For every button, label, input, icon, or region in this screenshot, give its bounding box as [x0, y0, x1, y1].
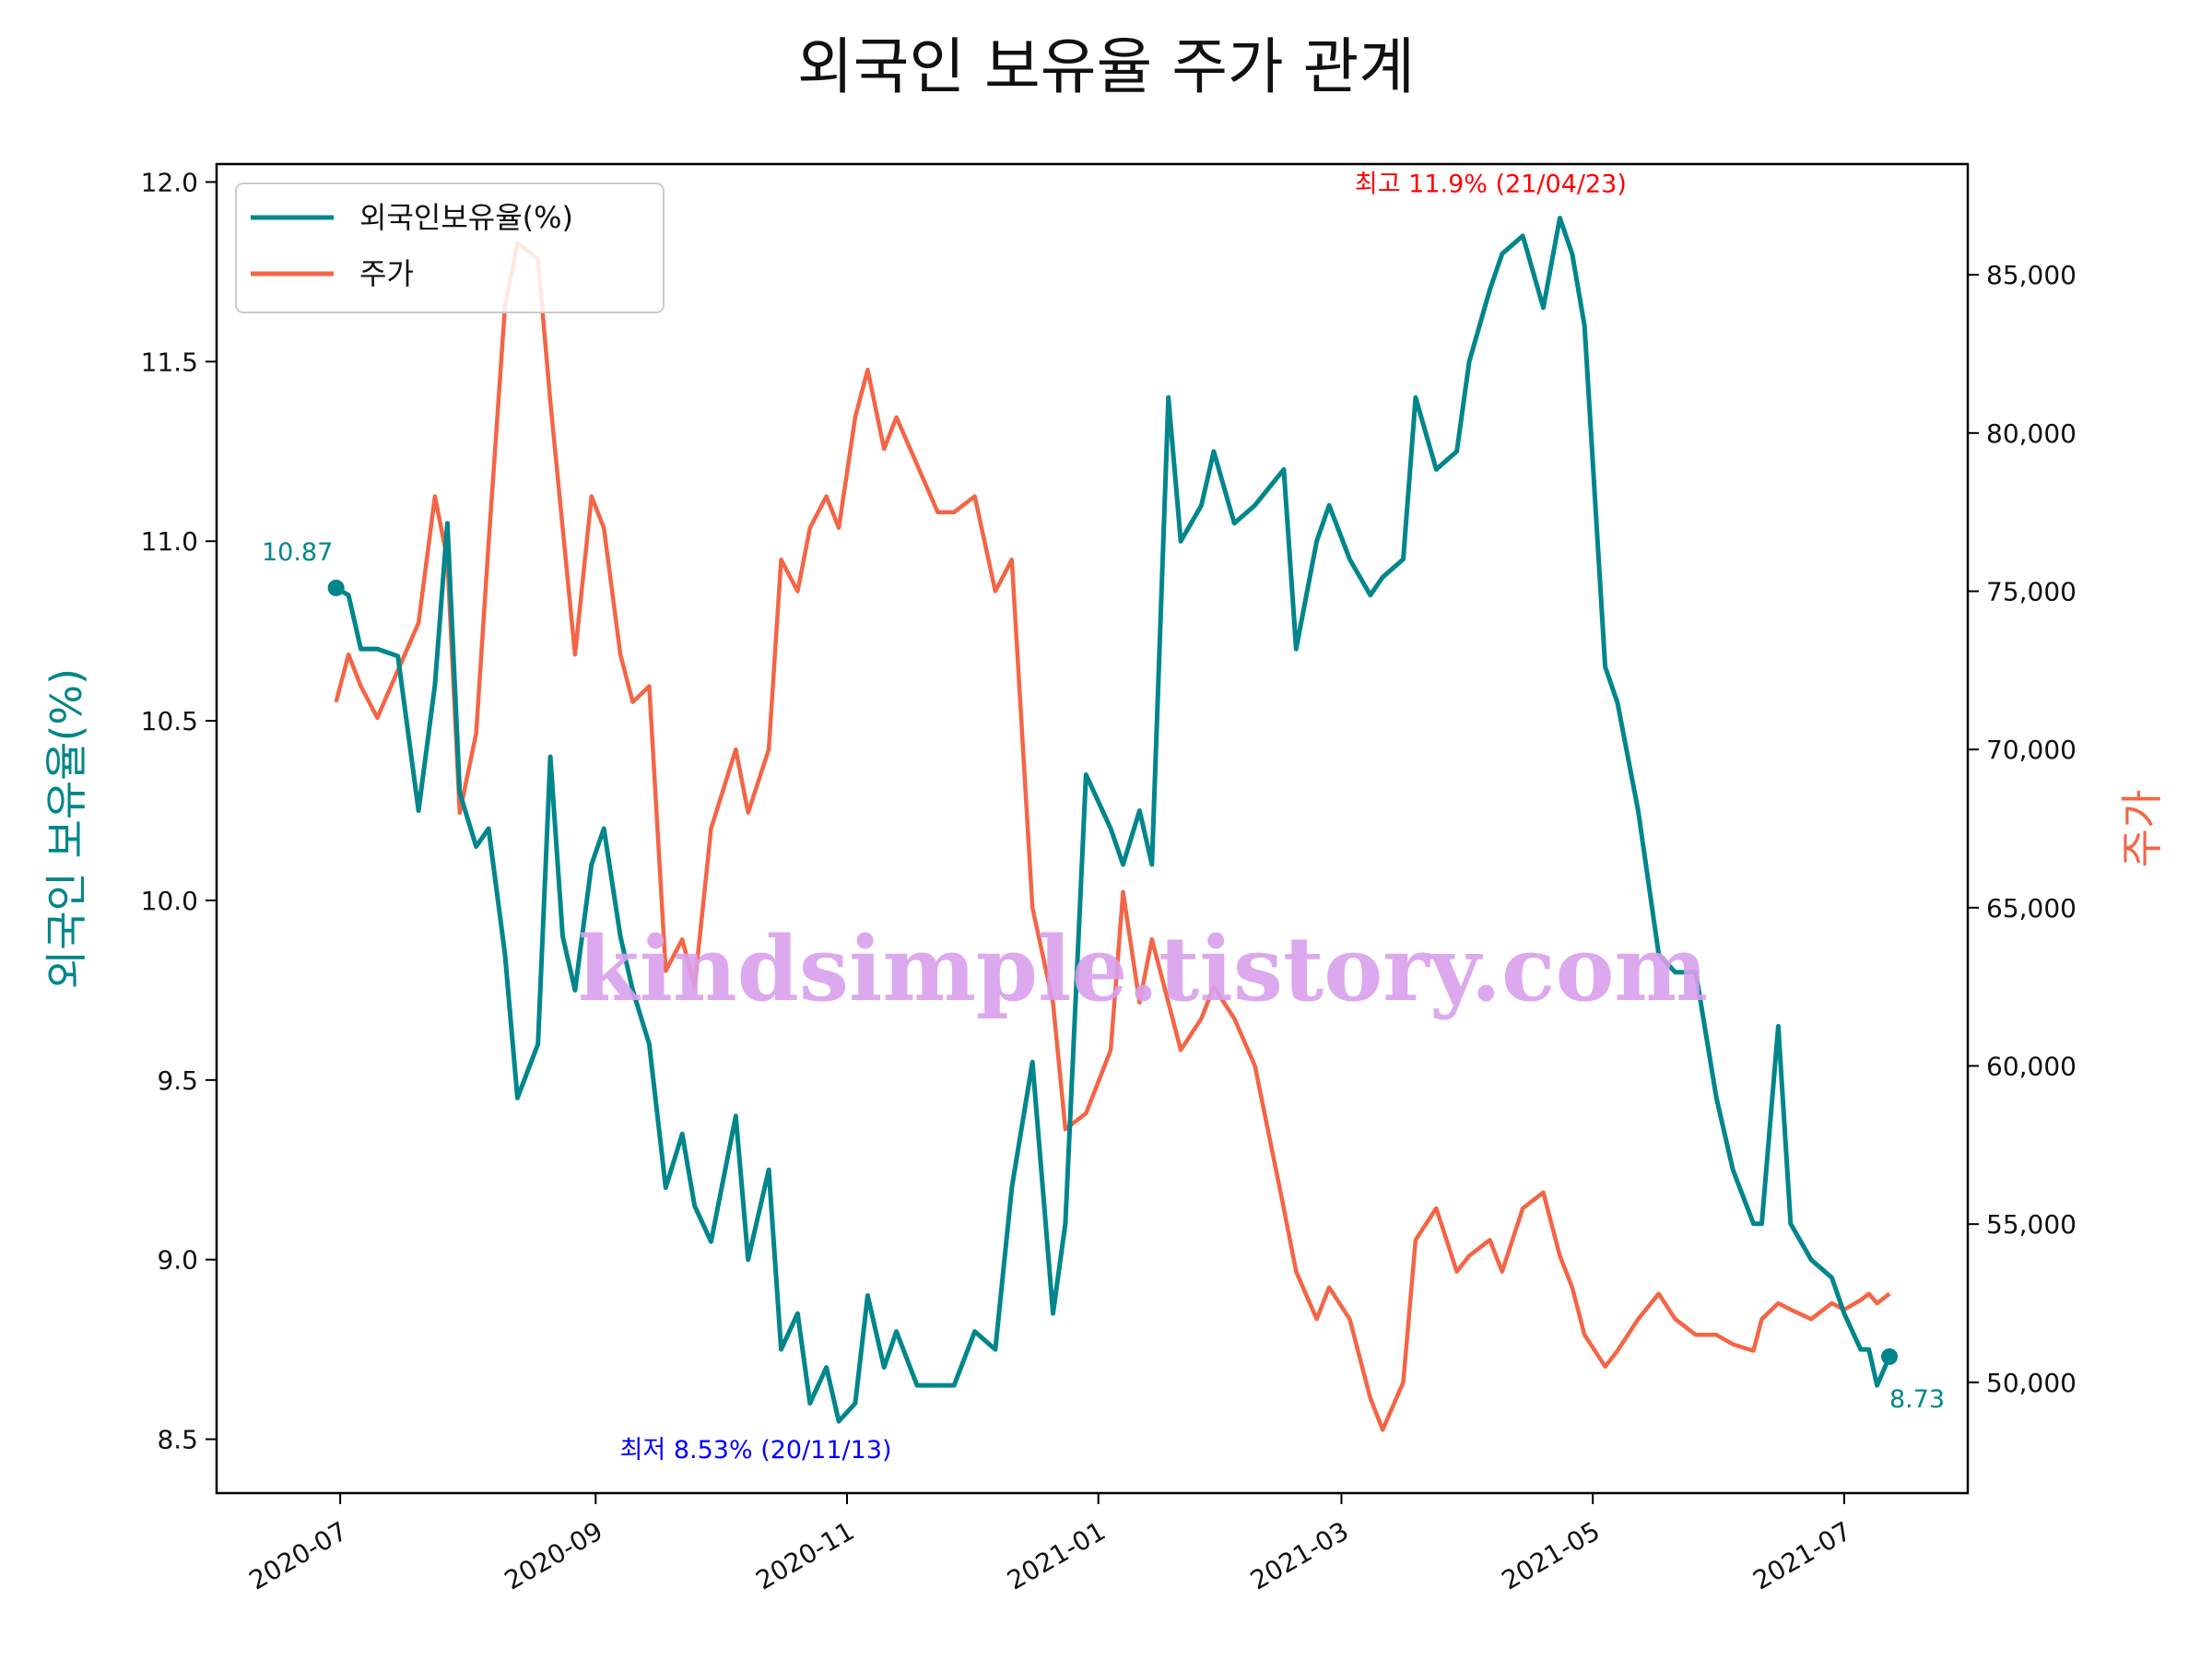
- x-tick-label: 2021-05: [1497, 1515, 1606, 1595]
- x-axis: 2020-07 2020-09 2020-11 2021-01 2021-03 2021-…: [244, 1493, 1856, 1596]
- legend-label-foreign: 외국인보유율(%): [359, 200, 573, 235]
- axes: [215, 162, 1970, 1495]
- right-y-tick-label: 75,000: [1986, 577, 2077, 607]
- legend: 외국인보유율(%) 주가: [235, 182, 665, 313]
- end-point-marker: [1881, 1347, 1899, 1365]
- x-tick-label: 2020-07: [244, 1515, 353, 1595]
- series-price-line: [334, 241, 1891, 1432]
- min-annotation: 최저 8.53% (20/11/13): [620, 1436, 892, 1465]
- x-tick-label: 2021-01: [1002, 1515, 1111, 1595]
- watermark-text: kindsimple.tistory.com: [578, 917, 1708, 1021]
- left-y-axis: 8.5 9.0 9.5 10.0 10.5 11.0 11.5 12.0: [141, 167, 217, 1455]
- left-y-tick-label: 9.0: [157, 1245, 198, 1276]
- chart-title: 외국인 보유율 주가 관계: [797, 31, 1415, 102]
- series-points: [335, 217, 1892, 1432]
- right-y-tick-label: 85,000: [1986, 260, 2077, 290]
- legend-box: [235, 182, 665, 313]
- right-y-axis-label: 주가: [2117, 790, 2167, 868]
- right-y-axis: 50,000 55,000 60,000 65,000 70,000 75,000 80,0…: [1968, 260, 2077, 1398]
- left-y-tick-label: 8.5: [157, 1425, 198, 1455]
- x-tick-label: 2020-09: [500, 1515, 608, 1595]
- end-value-label: 8.73: [1889, 1385, 1945, 1414]
- x-tick-label: 2020-11: [750, 1515, 859, 1595]
- left-y-tick-label: 12.0: [141, 167, 198, 197]
- series-foreign-line: [335, 216, 1892, 1424]
- right-y-tick-label: 70,000: [1986, 735, 2077, 765]
- left-y-tick-label: 11.0: [141, 526, 198, 557]
- left-y-tick-label: 10.0: [141, 886, 198, 916]
- max-annotation: 최고 11.9% (21/04/23): [1355, 170, 1627, 198]
- start-point-marker: [327, 579, 345, 596]
- right-y-tick-label: 50,000: [1986, 1368, 2077, 1398]
- x-tick-label: 2021-07: [1747, 1515, 1856, 1595]
- x-tick-label: 2021-03: [1245, 1515, 1354, 1595]
- right-y-tick-label: 65,000: [1986, 893, 2077, 924]
- legend-label-price: 주가: [359, 256, 414, 291]
- right-y-tick-label: 80,000: [1986, 418, 2077, 449]
- right-y-tick-label: 60,000: [1986, 1052, 2077, 1082]
- start-value-label: 10.87: [262, 538, 333, 567]
- left-y-tick-label: 11.5: [141, 347, 198, 377]
- left-y-axis-label: 외국인 보유율(%): [41, 668, 91, 989]
- right-y-tick-label: 55,000: [1986, 1209, 2077, 1240]
- left-y-tick-label: 10.5: [141, 706, 198, 736]
- plot-frame: [215, 162, 1970, 1495]
- left-y-tick-label: 9.5: [157, 1065, 198, 1096]
